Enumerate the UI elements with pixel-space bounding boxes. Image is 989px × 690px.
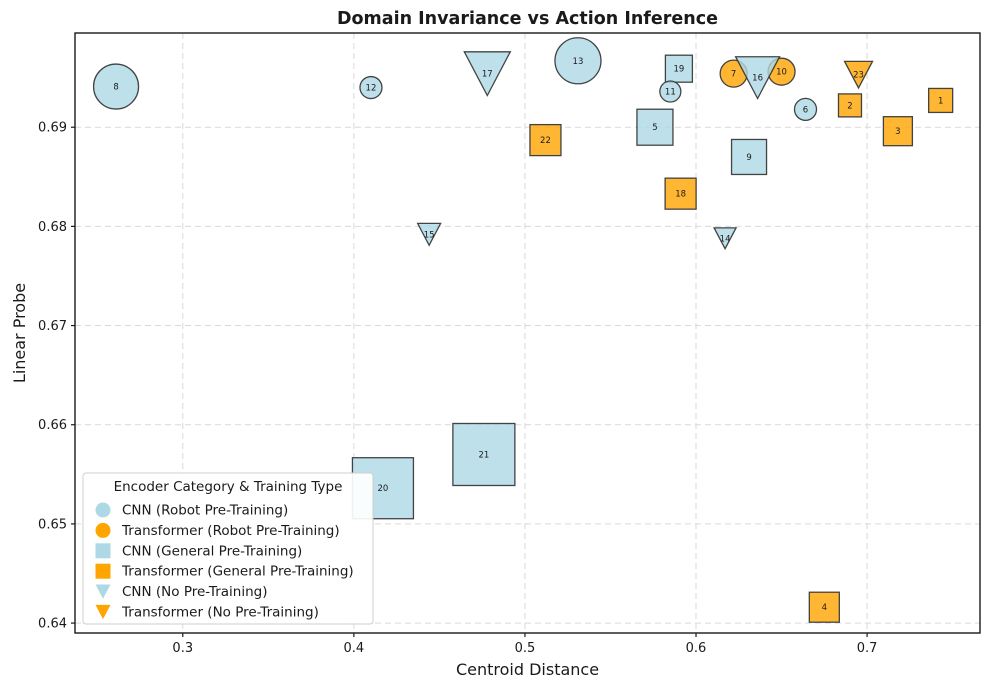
data-point	[793, 97, 818, 122]
legend-entry-label: CNN (Robot Pre-Training)	[122, 503, 288, 519]
legend-swatch-triangle-down	[95, 604, 111, 620]
x-tick-label: 0.4	[344, 641, 365, 656]
x-tick-label: 0.5	[515, 641, 536, 656]
legend-title: Encoder Category & Training Type	[114, 479, 343, 495]
data-point-label: 7	[731, 70, 736, 80]
legend-box	[82, 472, 374, 625]
data-point	[730, 138, 768, 176]
legend-entry-label: CNN (No Pre-Training)	[122, 584, 267, 600]
data-point	[636, 108, 674, 146]
data-point	[664, 177, 697, 210]
x-tick-label: 0.6	[686, 641, 707, 656]
y-axis-label: Linear Probe	[10, 283, 29, 383]
x-tick-label: 0.7	[857, 641, 878, 656]
data-point-label: 22	[540, 136, 551, 146]
plot-frame	[74, 32, 981, 634]
data-point-label: 20	[378, 484, 389, 494]
data-point	[359, 75, 383, 100]
data-point	[928, 87, 954, 114]
ticks-layer: 0.3 0.4 0.5 0.6 0.7 0.64 0.65 0.66 0.67 0.68 0.69	[38, 121, 877, 656]
data-point	[416, 222, 442, 247]
y-tick-label: 0.66	[38, 418, 67, 433]
x-tick-label: 0.3	[172, 641, 193, 656]
data-point-label: 3	[895, 127, 900, 137]
data-point-label: 10	[776, 68, 787, 78]
legend-swatch-square	[95, 563, 111, 579]
y-tick-label: 0.65	[38, 517, 67, 532]
data-point-label: 16	[752, 74, 763, 84]
data-point-label: 23	[853, 71, 864, 81]
legend-swatch-triangle-down	[95, 584, 111, 599]
chart-title: Domain Invariance vs Action Inference	[337, 9, 718, 29]
legend-entry-label: Transformer (General Pre-Training)	[121, 564, 354, 580]
data-point	[837, 93, 863, 118]
data-point-label: 18	[675, 190, 686, 200]
data-point	[664, 54, 694, 83]
data-point	[882, 116, 914, 147]
data-point-label: 9	[746, 153, 751, 163]
data-point	[659, 80, 682, 103]
legend: Encoder Category & Training Type CNN (Rob…	[82, 472, 374, 625]
y-tick-label: 0.69	[38, 121, 67, 136]
data-point-label: 13	[573, 57, 584, 67]
data-point-label: 4	[822, 603, 827, 613]
data-point-label: 8	[113, 83, 118, 93]
data-point-label: 19	[673, 65, 684, 75]
data-point-label: 5	[652, 123, 657, 133]
data-point-label: 15	[424, 230, 435, 240]
data-point-label: 11	[665, 88, 676, 98]
data-point-label: 2	[847, 101, 852, 111]
data-point	[452, 422, 516, 487]
data-point	[529, 123, 562, 157]
y-tick-label: 0.68	[38, 220, 67, 235]
data-point	[554, 37, 602, 85]
legend-entry-label: Transformer (No Pre-Training)	[121, 605, 319, 621]
legend-entry-label: CNN (General Pre-Training)	[122, 543, 302, 559]
data-point	[463, 51, 512, 97]
legend-swatch-circle	[95, 502, 111, 518]
data-point-label: 1	[938, 96, 943, 106]
data-point	[843, 60, 874, 90]
data-point	[92, 63, 140, 110]
data-point-label: 6	[803, 105, 808, 115]
data-point-label: 12	[366, 84, 377, 94]
data-point-label: 21	[478, 450, 489, 460]
x-axis-label: Centroid Distance	[456, 660, 599, 679]
y-tick-label: 0.64	[38, 617, 67, 632]
legend-swatch-circle	[95, 522, 111, 538]
data-point-label: 17	[482, 70, 493, 80]
data-point	[713, 227, 738, 251]
y-tick-label: 0.67	[38, 319, 67, 334]
legend-swatch-square	[95, 543, 111, 559]
data-point-label: 14	[720, 234, 731, 244]
data-point	[734, 56, 781, 100]
legend-entry-label: Transformer (Robot Pre-Training)	[121, 523, 340, 539]
data-point	[808, 591, 840, 623]
